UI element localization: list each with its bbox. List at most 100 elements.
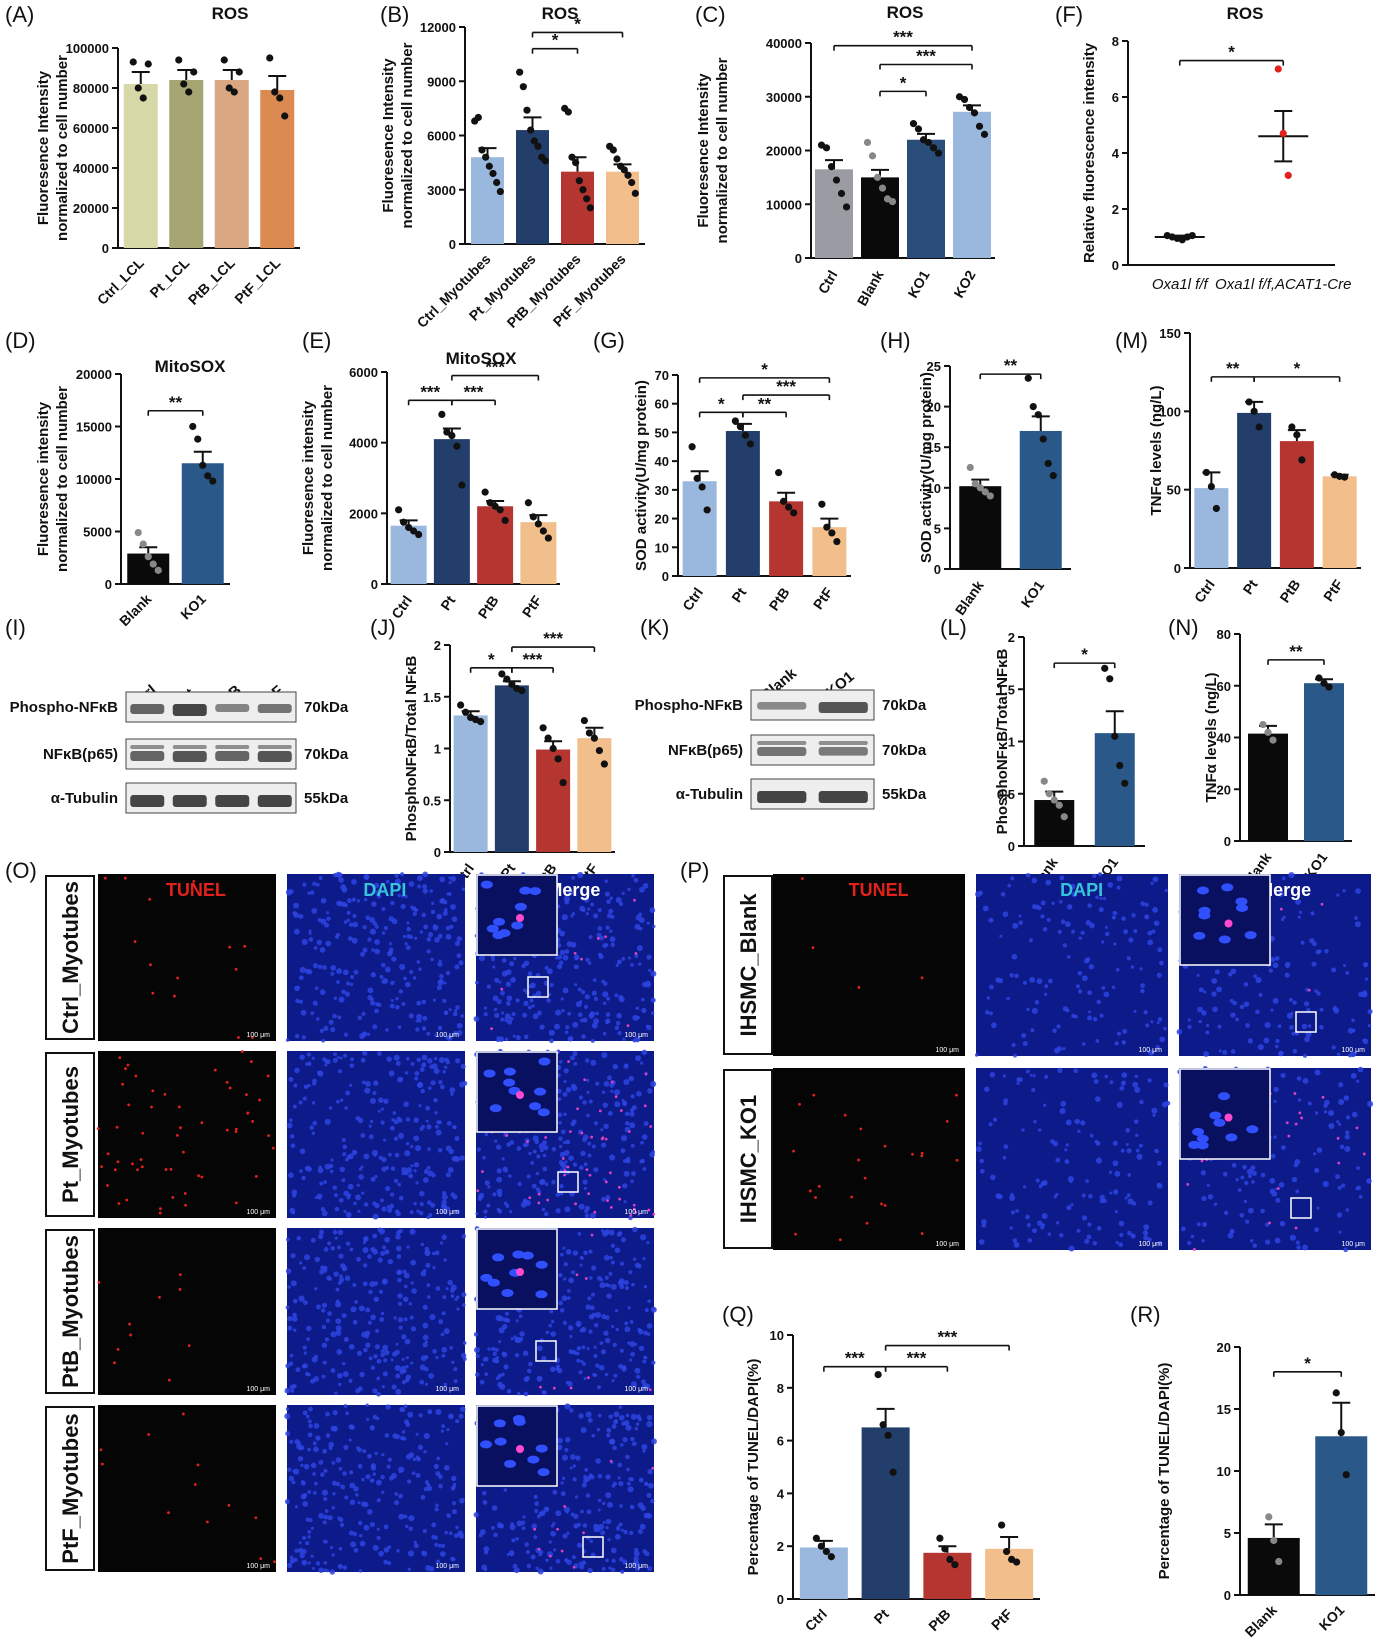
nucleus (561, 1008, 565, 1013)
nucleus (384, 1185, 391, 1192)
nucleus (605, 1474, 611, 1480)
protein-band (215, 745, 250, 749)
tunel-positive-cell (1320, 902, 1324, 906)
nucleus (410, 1145, 414, 1149)
tunel-positive-cell (647, 1208, 651, 1212)
nucleus (415, 1145, 422, 1152)
nucleus (1230, 968, 1237, 975)
nucleus (609, 929, 613, 933)
nucleus (535, 1260, 548, 1269)
nucleus (325, 940, 332, 947)
row-label: IHSMC_KO1 (736, 1095, 761, 1223)
nucleus (1351, 1111, 1358, 1118)
data-point (873, 173, 882, 181)
y-tick-label: 0 (434, 845, 441, 860)
nucleus (605, 1526, 609, 1530)
y-axis-label: Percentage of TUNEL/DAPI(%) (745, 1359, 762, 1576)
nucleus (303, 1254, 311, 1261)
nucleus (318, 1459, 324, 1465)
nucleus (425, 1119, 429, 1123)
data-point (477, 717, 485, 726)
nucleus (478, 1195, 483, 1199)
nucleus (323, 1568, 328, 1572)
data-point (405, 523, 413, 532)
nucleus (633, 877, 639, 883)
tunel-positive-cell (814, 1196, 817, 1199)
nucleus (628, 1075, 634, 1082)
nucleus (437, 1025, 443, 1031)
nucleus (528, 1151, 532, 1156)
nucleus (1139, 967, 1143, 971)
nucleus (409, 1210, 414, 1215)
nucleus (531, 1523, 537, 1529)
nucleus (342, 1371, 349, 1378)
nucleus (1288, 997, 1293, 1002)
nucleus (292, 1469, 296, 1473)
tunel-positive-cell (240, 1050, 244, 1053)
nucleus (299, 1169, 303, 1174)
nucleus (604, 879, 608, 883)
nucleus (1022, 1041, 1028, 1047)
nucleus (389, 1203, 395, 1209)
nucleus (1344, 1145, 1351, 1153)
nucleus (431, 1534, 436, 1540)
data-point (554, 755, 562, 763)
nucleus (1218, 935, 1231, 944)
nucleus (1010, 876, 1015, 881)
nucleus (317, 1167, 324, 1174)
nucleus (1367, 1023, 1372, 1028)
data-point (971, 480, 979, 488)
tunel-positive-cell (600, 1137, 604, 1141)
nucleus (394, 1492, 399, 1496)
nucleus (989, 984, 994, 990)
nucleus (436, 985, 442, 991)
tunel-positive-cell (1293, 1092, 1297, 1095)
nucleus (441, 1311, 446, 1316)
nucleus (1152, 876, 1159, 883)
nucleus (386, 950, 393, 957)
y-tick-label: 60000 (73, 121, 109, 136)
nucleus (638, 1329, 644, 1335)
nucleus (595, 1363, 600, 1368)
nucleus (353, 1201, 357, 1206)
nucleus (312, 1566, 316, 1570)
scale-bar-label: 100 μm (436, 1032, 460, 1039)
nucleus (289, 1555, 294, 1560)
nucleus (410, 1281, 414, 1285)
nucleus (570, 914, 574, 918)
nucleus (447, 1279, 453, 1286)
nucleus (473, 1332, 479, 1337)
nucleus (576, 1346, 582, 1351)
y-tick-label: 6000 (427, 129, 456, 144)
nucleus (1099, 896, 1103, 900)
nucleus (1067, 904, 1073, 910)
nucleus (1279, 1220, 1286, 1227)
y-axis-label: normalized to cell number (399, 42, 416, 228)
nucleus (560, 1129, 566, 1135)
nucleus (1108, 1170, 1113, 1174)
nucleus (421, 1054, 428, 1061)
nucleus (323, 1539, 327, 1544)
nucleus (323, 1561, 328, 1565)
nucleus (503, 1201, 508, 1206)
nucleus (358, 1174, 364, 1180)
chart-title: ROS (887, 3, 924, 22)
nucleus (631, 1282, 635, 1287)
nucleus (424, 1480, 430, 1485)
nucleus (985, 1010, 990, 1015)
data-point (1050, 796, 1058, 804)
nucleus (551, 1146, 557, 1152)
nucleus (310, 1237, 316, 1243)
nucleus (523, 960, 530, 967)
nucleus (1121, 1040, 1126, 1045)
nucleus (567, 1296, 571, 1300)
data-point (934, 149, 943, 157)
data-point (975, 122, 984, 130)
bar-Ctrl_Myotubes (471, 157, 504, 244)
nucleus (309, 890, 315, 895)
nucleus (606, 1433, 611, 1438)
nucleus (393, 1316, 397, 1320)
nucleus (630, 1143, 635, 1148)
nucleus (404, 942, 408, 946)
nucleus (349, 1083, 353, 1087)
